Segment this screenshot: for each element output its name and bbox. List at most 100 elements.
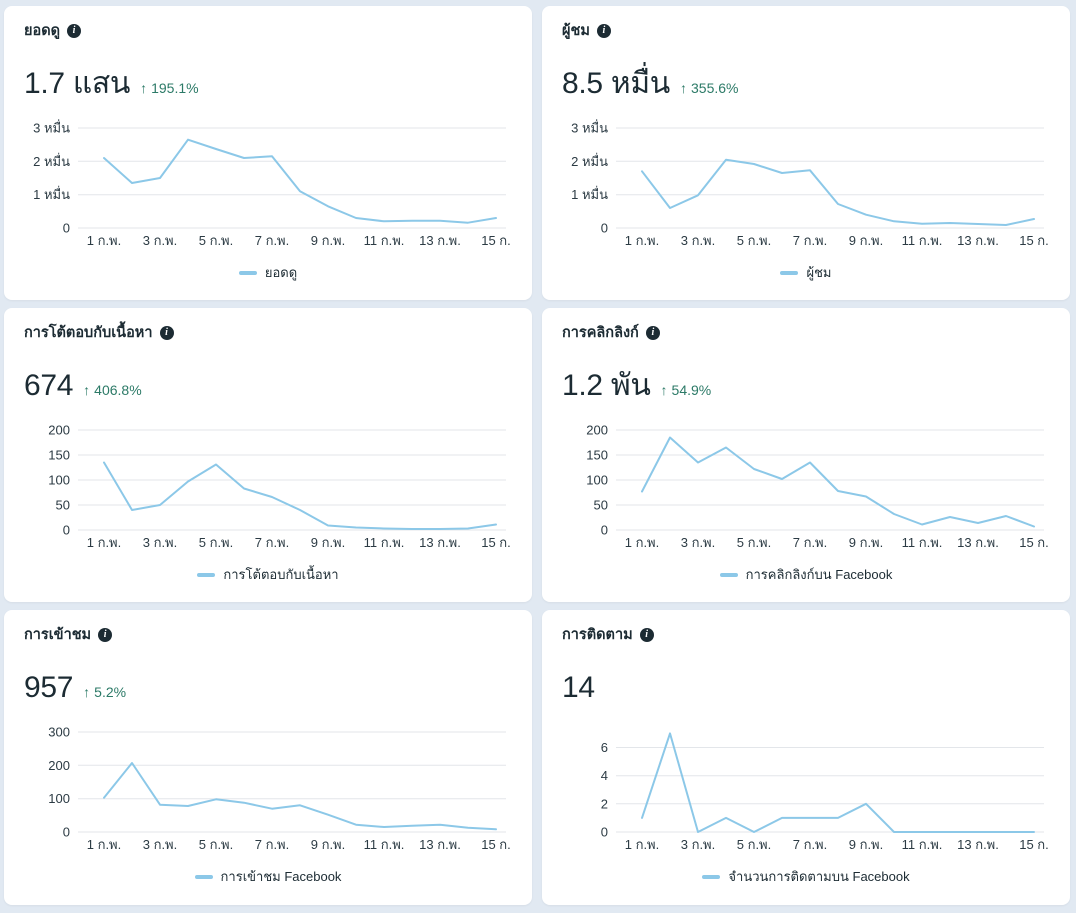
delta-percent: 5.2% bbox=[94, 684, 127, 700]
x-tick-label: 7 ก.พ. bbox=[255, 233, 290, 248]
x-tick-label: 11 ก.พ. bbox=[902, 535, 943, 550]
x-tick-label: 9 ก.พ. bbox=[849, 837, 884, 852]
x-tick-label: 11 ก.พ. bbox=[364, 233, 405, 248]
y-tick-label: 6 bbox=[601, 740, 608, 755]
line-chart-svg: 0 1 หมื่น 2 หมื่น 3 หมื่น 1 ก.พ. 3 ก.พ. 5 ก.พ.… bbox=[33, 120, 511, 249]
metric-value: 14 bbox=[562, 671, 595, 704]
x-tick-label: 7 ก.พ. bbox=[793, 233, 828, 248]
y-tick-label: 0 bbox=[63, 825, 70, 840]
x-tick-label: 1 ก.พ. bbox=[87, 837, 122, 852]
y-tick-label: 2 หมื่น bbox=[33, 153, 70, 169]
legend-label: ยอดดู bbox=[264, 265, 298, 280]
y-tick-label: 50 bbox=[594, 498, 608, 513]
series-line bbox=[103, 138, 497, 224]
line-chart-svg: 0 50 100 150 200 1 ก.พ. 3 ก.พ. 5 ก.พ. 7 ก.พ. 9 ก.… bbox=[586, 423, 1049, 551]
legend-label: จำนวนการติดตามบน Facebook bbox=[728, 869, 910, 884]
x-tick-label: 9 ก.พ. bbox=[849, 535, 884, 550]
x-tick-label: 15 ก. bbox=[1019, 535, 1049, 550]
x-tick-label: 3 ก.พ. bbox=[681, 535, 716, 550]
info-icon[interactable]: i bbox=[159, 326, 174, 340]
x-tick-label: 3 ก.พ. bbox=[143, 233, 178, 248]
x-tick-label: 13 ก.พ. bbox=[419, 535, 461, 550]
metric-row: 14 bbox=[558, 670, 1054, 706]
line-chart[interactable]: 0 100 200 300 1 ก.พ. 3 ก.พ. 5 ก.พ. 7 ก.พ. 9 ก.พ.… bbox=[20, 716, 516, 856]
metric-value: 957 bbox=[24, 671, 74, 704]
x-tick-label: 13 ก.พ. bbox=[957, 535, 999, 550]
metric-delta: ↑ 406.8% bbox=[83, 382, 141, 398]
legend-line-swatch bbox=[719, 572, 738, 577]
y-tick-label: 1 หมื่น bbox=[571, 186, 608, 202]
x-tick-label: 7 ก.พ. bbox=[255, 837, 290, 852]
y-tick-label: 2 หมื่น bbox=[571, 153, 608, 169]
x-tick-label: 9 ก.พ. bbox=[311, 535, 346, 550]
legend-line-swatch bbox=[194, 874, 213, 879]
x-tick-label: 9 ก.พ. bbox=[849, 233, 884, 248]
x-tick-label: 11 ก.พ. bbox=[364, 837, 405, 852]
y-tick-label: 0 bbox=[63, 221, 70, 236]
metric-value: 1.2 พัน bbox=[562, 369, 651, 402]
delta-percent: 54.9% bbox=[671, 382, 712, 398]
x-tick-label: 11 ก.พ. bbox=[902, 233, 943, 248]
chart-legend: การเข้าชม Facebook bbox=[20, 866, 516, 887]
metric-delta: ↑ 5.2% bbox=[83, 684, 126, 700]
up-arrow-icon: ↑ bbox=[83, 382, 91, 398]
info-icon[interactable]: i bbox=[596, 24, 611, 38]
y-tick-label: 1 หมื่น bbox=[33, 186, 70, 202]
x-tick-label: 1 ก.พ. bbox=[87, 535, 122, 550]
x-tick-label: 7 ก.พ. bbox=[793, 535, 828, 550]
y-tick-label: 300 bbox=[48, 725, 70, 740]
line-chart[interactable]: 0 2 4 6 1 ก.พ. 3 ก.พ. 5 ก.พ. 7 ก.พ. 9 ก.พ. 11 ก.พ… bbox=[558, 716, 1054, 856]
x-tick-label: 5 ก.พ. bbox=[199, 233, 234, 248]
y-tick-label: 100 bbox=[586, 473, 608, 488]
x-tick-label: 9 ก.พ. bbox=[311, 837, 346, 852]
metric-delta: ↑ 195.1% bbox=[140, 80, 198, 96]
info-icon[interactable]: i bbox=[67, 24, 82, 38]
info-icon[interactable]: i bbox=[645, 326, 660, 340]
x-tick-label: 5 ก.พ. bbox=[737, 535, 772, 550]
series-line bbox=[641, 732, 1035, 833]
y-tick-label: 150 bbox=[48, 448, 70, 463]
x-tick-label: 15 ก. bbox=[481, 837, 511, 852]
legend-line-swatch bbox=[702, 874, 721, 879]
x-tick-label: 3 ก.พ. bbox=[143, 535, 178, 550]
series-line bbox=[103, 461, 497, 530]
metric-value: 8.5 หมื่น bbox=[562, 67, 670, 100]
y-tick-label: 3 หมื่น bbox=[33, 120, 70, 136]
legend-line-swatch bbox=[238, 270, 257, 275]
y-tick-label: 0 bbox=[601, 523, 608, 538]
legend-label: การเข้าชม Facebook bbox=[220, 869, 342, 884]
metric-row: 957 ↑ 5.2% bbox=[20, 670, 516, 706]
info-icon[interactable]: i bbox=[639, 628, 654, 642]
y-tick-label: 0 bbox=[601, 221, 608, 236]
card-header: การโต้ตอบกับเนื้อหา i bbox=[20, 324, 516, 342]
y-tick-label: 50 bbox=[56, 498, 70, 513]
chart-legend: ผู้ชม bbox=[558, 262, 1054, 283]
info-icon[interactable]: i bbox=[98, 628, 113, 642]
metric-delta: ↑ 54.9% bbox=[661, 382, 712, 398]
card-header: การเข้าชม i bbox=[20, 626, 516, 644]
line-chart[interactable]: 0 1 หมื่น 2 หมื่น 3 หมื่น 1 ก.พ. 3 ก.พ. 5 ก.พ.… bbox=[558, 112, 1054, 252]
series-line bbox=[641, 436, 1035, 528]
up-arrow-icon: ↑ bbox=[140, 80, 148, 96]
card-header: การคลิกลิงก์ i bbox=[558, 324, 1054, 342]
card-title: การติดตาม bbox=[562, 627, 633, 643]
y-tick-label: 200 bbox=[586, 423, 608, 438]
line-chart[interactable]: 0 1 หมื่น 2 หมื่น 3 หมื่น 1 ก.พ. 3 ก.พ. 5 ก.พ.… bbox=[20, 112, 516, 252]
line-chart[interactable]: 0 50 100 150 200 1 ก.พ. 3 ก.พ. 5 ก.พ. 7 ก.พ. 9 ก.… bbox=[558, 414, 1054, 554]
y-tick-label: 100 bbox=[48, 791, 70, 806]
x-tick-label: 13 ก.พ. bbox=[419, 233, 461, 248]
x-tick-label: 5 ก.พ. bbox=[737, 233, 772, 248]
card-header: ยอดดู i bbox=[20, 22, 516, 40]
x-tick-label: 11 ก.พ. bbox=[902, 837, 943, 852]
card-header: การติดตาม i bbox=[558, 626, 1054, 644]
y-tick-label: 2 bbox=[601, 796, 608, 811]
line-chart[interactable]: 0 50 100 150 200 1 ก.พ. 3 ก.พ. 5 ก.พ. 7 ก.พ. 9 ก.… bbox=[20, 414, 516, 554]
metric-card-follows: การติดตาม i 14 0 2 4 6 1 ก.พ. 3 ก.พ. 5 ก.พ. 7 ก… bbox=[542, 610, 1070, 905]
delta-percent: 406.8% bbox=[94, 382, 142, 398]
metric-value: 1.7 แสน bbox=[24, 67, 131, 100]
metric-row: 8.5 หมื่น ↑ 355.6% bbox=[558, 66, 1054, 102]
legend-line-swatch bbox=[197, 572, 216, 577]
x-tick-label: 1 ก.พ. bbox=[625, 233, 660, 248]
y-tick-label: 3 หมื่น bbox=[571, 120, 608, 136]
